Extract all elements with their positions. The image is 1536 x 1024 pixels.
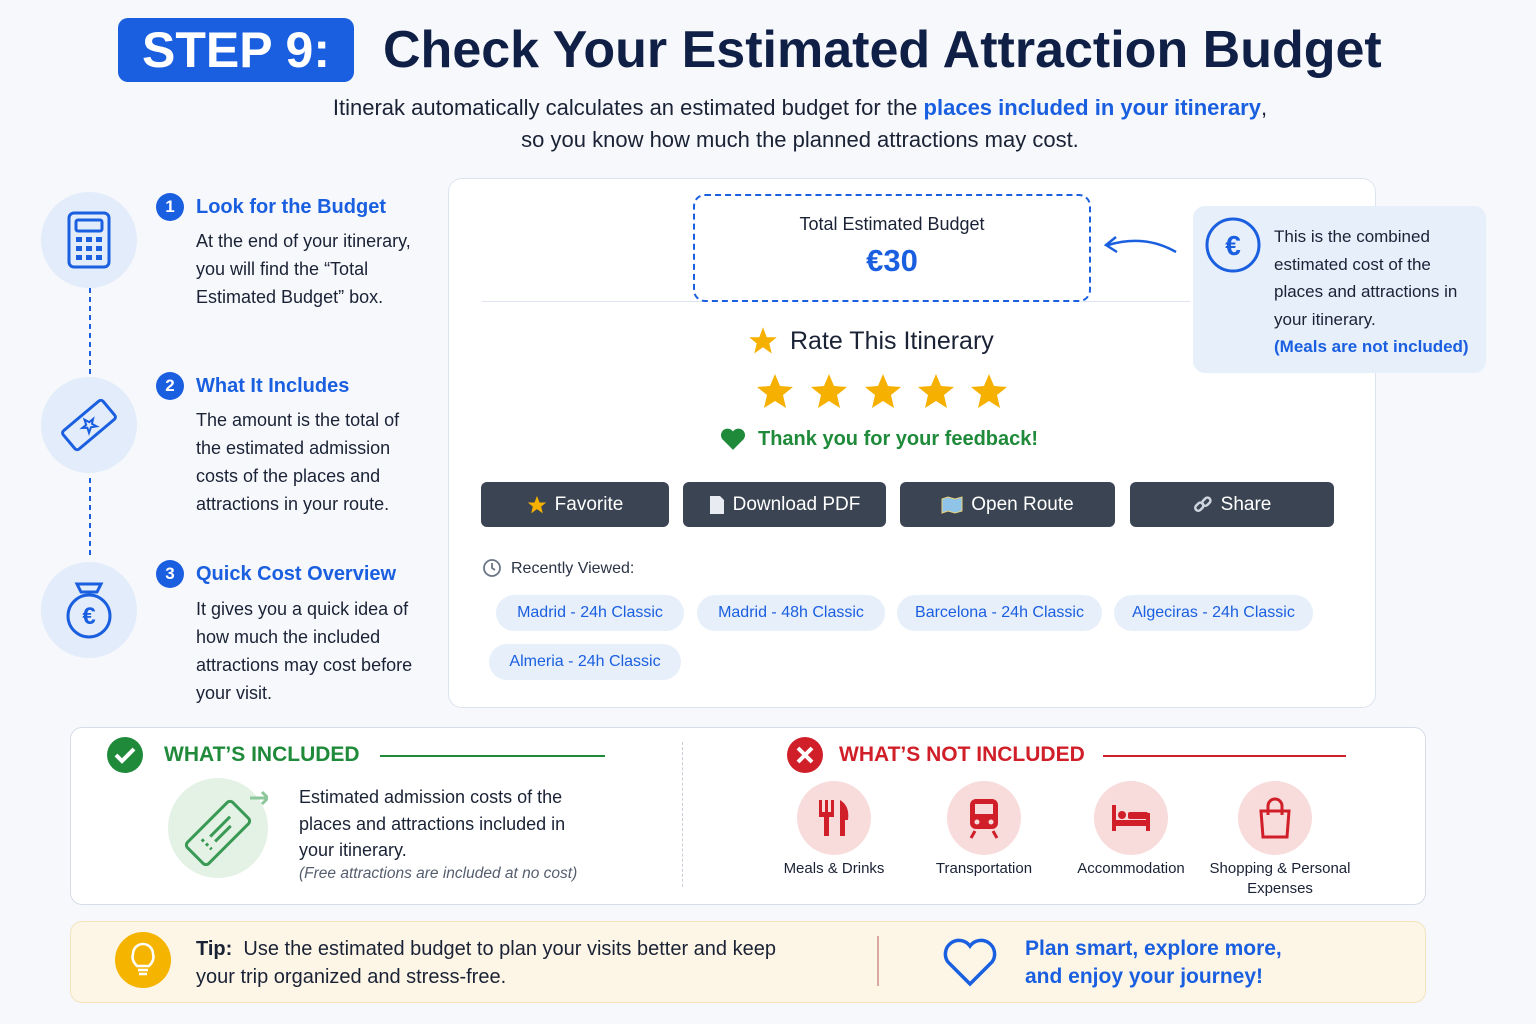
button-label[interactable]: Favorite [554, 493, 624, 515]
step-title: What It Includes [196, 375, 350, 397]
step-number: 2 [156, 372, 184, 400]
recent-chip[interactable]: Algeciras - 24h Classic [1114, 595, 1313, 631]
download-button[interactable]: Download PDF [683, 482, 886, 527]
recent-chip[interactable]: Almeria - 24h Classic [489, 644, 681, 680]
svg-text:€: € [1225, 230, 1241, 261]
budget-label: Total Estimated Budget [799, 214, 985, 234]
included-heading: WHAT’S INCLUDED [164, 743, 360, 766]
feedback-text: Thank you for your feedback! [758, 427, 1039, 450]
included-text: Estimated admission costs of the places … [299, 787, 566, 860]
money-bag-icon: € [41, 562, 137, 658]
heart-icon [943, 938, 997, 987]
step-text: At the end of your itinerary, you will f… [196, 231, 411, 307]
excluded-item: Transportation [935, 860, 1033, 877]
step-title: Look for the Budget [196, 196, 386, 218]
step-number: 3 [156, 560, 184, 588]
step-title: Quick Cost Overview [196, 563, 397, 585]
excluded-item: Meals & Drinks [783, 860, 885, 877]
callout-note: (Meals are not included) [1274, 337, 1469, 356]
step-connector [89, 288, 91, 558]
panel-divider [682, 742, 683, 887]
shopping-icon [1238, 781, 1312, 855]
tip-label: Tip: [196, 938, 233, 960]
tip-text: Tip: Use the estimated budget to plan yo… [196, 935, 806, 991]
heading-rule [380, 755, 605, 757]
meals-icon [797, 781, 871, 855]
calculator-icon [41, 192, 137, 288]
page-title: Check Your Estimated Attraction Budget [383, 21, 1382, 79]
excluded-item: Shopping & Personal Expenses [1209, 860, 1351, 897]
feedback: Thank you for your feedback! [720, 427, 1038, 451]
recent-chip[interactable]: Barcelona - 24h Classic [897, 595, 1102, 631]
step-badge: STEP 9: [118, 18, 354, 82]
arrow [1103, 236, 1177, 254]
button-label[interactable]: Share [1220, 493, 1272, 515]
callout: € This is the combined estimated cost of… [1193, 206, 1486, 373]
step-text: The amount is the total of the estimated… [196, 410, 400, 514]
not-included-heading: WHAT’S NOT INCLUDED [839, 743, 1085, 766]
x-icon [787, 737, 823, 773]
button-label[interactable]: Download PDF [732, 493, 861, 515]
favorite-button[interactable]: Favorite [481, 482, 669, 527]
tip-body: Use the estimated budget to plan your vi… [196, 938, 776, 988]
bed-icon [1094, 781, 1168, 855]
callout-text: This is the combined estimated cost of t… [1274, 223, 1479, 361]
budget-value: €30 [866, 243, 918, 278]
callout-text: This is the combined estimated cost of t… [1274, 227, 1458, 329]
heading-rule [1103, 755, 1346, 757]
ticket-icon [41, 377, 137, 473]
step-number: 1 [156, 193, 184, 221]
intro-highlight: places included in your itinerary [923, 95, 1261, 120]
rating-header: Rate This Itinerary [748, 326, 994, 356]
included-note: (Free attractions are included at no cos… [299, 865, 578, 882]
intro-text: so you know how much the planned attract… [521, 127, 1079, 152]
step-text: It gives you a quick idea of how much th… [196, 599, 413, 703]
check-icon [107, 737, 143, 773]
route-button[interactable]: Open Route [900, 482, 1115, 527]
inclusion-panel [70, 727, 1426, 905]
recent-chip[interactable]: Madrid - 48h Classic [697, 595, 885, 631]
share-button[interactable]: Share [1130, 482, 1334, 527]
intro-text: , [1260, 95, 1268, 120]
slogan: Plan smart, explore more, and enjoy your… [1025, 937, 1282, 988]
bulb-icon [115, 932, 171, 988]
tip-divider [877, 936, 879, 986]
transport-icon [947, 781, 1021, 855]
intro: Itinerak automatically calculates an est… [200, 92, 1400, 156]
intro-text: Itinerak automatically calculates an est… [332, 95, 918, 120]
recent-chip[interactable]: Madrid - 24h Classic [496, 595, 684, 631]
excluded-item: Accommodation [1077, 860, 1185, 877]
recently-viewed-label: Recently Viewed: [511, 560, 635, 577]
star-rating [757, 374, 1007, 408]
heart-icon [720, 428, 746, 450]
svg-text:€: € [82, 603, 95, 630]
rating-title: Rate This Itinerary [790, 326, 994, 355]
budget-box: Total Estimated Budget €30 [693, 194, 1091, 302]
ticket-icon [168, 778, 271, 878]
clock-icon [483, 559, 501, 577]
star-icon [749, 327, 777, 354]
euro-icon: € [1205, 217, 1261, 273]
button-label[interactable]: Open Route [971, 493, 1074, 515]
tip-bar [70, 921, 1426, 1003]
